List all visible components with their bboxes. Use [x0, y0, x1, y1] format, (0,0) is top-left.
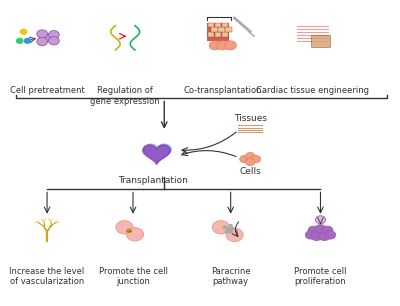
Text: Regulation of
gene expression: Regulation of gene expression — [90, 86, 160, 106]
Circle shape — [127, 229, 132, 233]
Circle shape — [311, 232, 322, 241]
Circle shape — [226, 228, 243, 241]
Circle shape — [20, 29, 27, 34]
Circle shape — [251, 155, 261, 163]
FancyBboxPatch shape — [208, 23, 214, 27]
FancyBboxPatch shape — [225, 28, 232, 32]
Text: Co-transplantation: Co-transplantation — [184, 86, 262, 95]
Text: Promote cell
proliferation: Promote cell proliferation — [294, 267, 347, 286]
FancyBboxPatch shape — [222, 32, 228, 36]
FancyBboxPatch shape — [207, 23, 229, 41]
Circle shape — [325, 231, 336, 239]
Circle shape — [308, 226, 319, 235]
Text: Paracrine
pathway: Paracrine pathway — [211, 267, 250, 286]
Circle shape — [48, 37, 59, 45]
Circle shape — [229, 225, 232, 227]
Circle shape — [126, 228, 144, 241]
FancyBboxPatch shape — [218, 28, 225, 32]
Circle shape — [316, 216, 326, 224]
Text: Cardiac tissue engineering: Cardiac tissue engineering — [256, 86, 369, 95]
Circle shape — [319, 232, 330, 241]
Text: Tissues: Tissues — [234, 114, 267, 123]
Circle shape — [231, 228, 234, 230]
Text: Cell pretreatment: Cell pretreatment — [10, 86, 84, 95]
Circle shape — [42, 34, 52, 42]
Circle shape — [37, 30, 48, 38]
Circle shape — [37, 37, 48, 46]
Circle shape — [246, 159, 255, 166]
Text: Transplantation: Transplantation — [118, 176, 188, 185]
Circle shape — [322, 226, 333, 235]
Circle shape — [225, 41, 236, 50]
FancyBboxPatch shape — [311, 35, 330, 47]
Text: Cells: Cells — [239, 167, 261, 176]
FancyBboxPatch shape — [215, 32, 221, 36]
Text: Increase the level
of vascularization: Increase the level of vascularization — [10, 267, 85, 286]
Circle shape — [229, 231, 232, 233]
Circle shape — [212, 221, 230, 234]
FancyBboxPatch shape — [208, 32, 214, 36]
Circle shape — [227, 228, 230, 230]
Circle shape — [246, 152, 255, 160]
Polygon shape — [143, 145, 170, 164]
Polygon shape — [144, 144, 171, 163]
Circle shape — [217, 41, 229, 50]
Text: Promote the cell
junction: Promote the cell junction — [98, 267, 168, 286]
Circle shape — [48, 31, 59, 39]
Circle shape — [24, 38, 31, 43]
FancyBboxPatch shape — [211, 28, 218, 32]
Circle shape — [209, 41, 221, 50]
FancyBboxPatch shape — [222, 23, 228, 27]
Circle shape — [305, 231, 316, 239]
Circle shape — [225, 231, 228, 233]
Circle shape — [240, 155, 249, 163]
FancyBboxPatch shape — [215, 23, 221, 27]
Circle shape — [116, 221, 133, 234]
Circle shape — [223, 226, 226, 229]
Circle shape — [17, 38, 23, 43]
Circle shape — [315, 225, 326, 233]
